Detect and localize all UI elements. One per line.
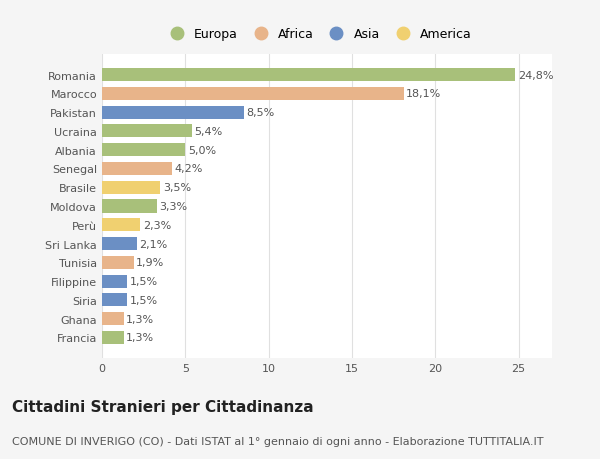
Bar — [102, 88, 404, 101]
Bar — [102, 313, 124, 325]
Text: 1,3%: 1,3% — [126, 333, 154, 343]
Text: 1,3%: 1,3% — [126, 314, 154, 324]
Text: COMUNE DI INVERIGO (CO) - Dati ISTAT al 1° gennaio di ogni anno - Elaborazione T: COMUNE DI INVERIGO (CO) - Dati ISTAT al … — [12, 436, 544, 446]
Text: 18,1%: 18,1% — [406, 89, 442, 99]
Bar — [102, 219, 140, 232]
Bar — [102, 162, 172, 176]
Text: 1,5%: 1,5% — [130, 276, 158, 286]
Bar — [102, 294, 127, 307]
Text: 1,9%: 1,9% — [136, 258, 164, 268]
Text: 5,4%: 5,4% — [194, 127, 223, 137]
Text: 3,3%: 3,3% — [160, 202, 188, 212]
Bar — [102, 331, 124, 344]
Bar — [102, 144, 185, 157]
Text: Cittadini Stranieri per Cittadinanza: Cittadini Stranieri per Cittadinanza — [12, 399, 314, 414]
Text: 1,5%: 1,5% — [130, 295, 158, 305]
Text: 8,5%: 8,5% — [246, 108, 274, 118]
Text: 4,2%: 4,2% — [175, 164, 203, 174]
Text: 2,1%: 2,1% — [139, 239, 168, 249]
Text: 3,5%: 3,5% — [163, 183, 191, 193]
Bar — [102, 181, 160, 194]
Bar — [102, 256, 134, 269]
Bar — [102, 200, 157, 213]
Bar — [102, 106, 244, 119]
Text: 2,3%: 2,3% — [143, 220, 171, 230]
Bar — [102, 275, 127, 288]
Bar — [102, 125, 192, 138]
Bar — [102, 69, 515, 82]
Bar — [102, 237, 137, 251]
Text: 5,0%: 5,0% — [188, 146, 216, 155]
Legend: Europa, Africa, Asia, America: Europa, Africa, Asia, America — [164, 28, 472, 41]
Text: 24,8%: 24,8% — [518, 70, 553, 80]
